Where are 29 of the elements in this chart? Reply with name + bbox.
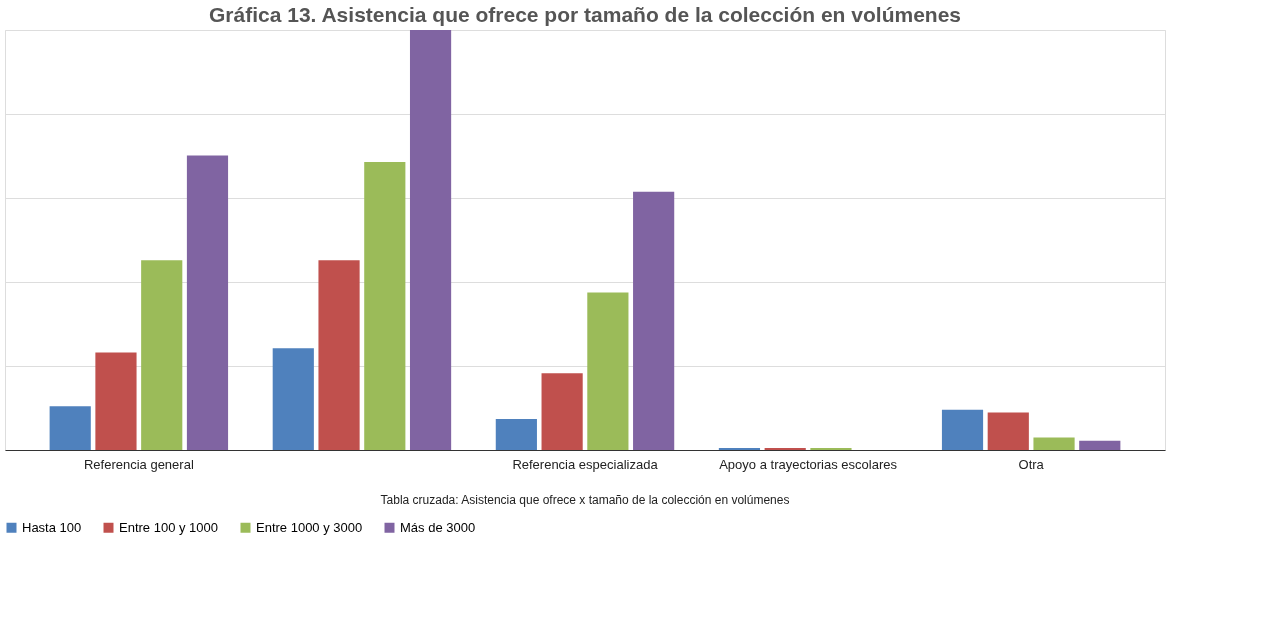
legend-label: Más de 3000 [400,519,476,535]
bar [541,373,583,450]
x-tick-label: Otra [1018,456,1045,472]
bar [633,191,675,450]
x-tick-label: Apoyo a trayectorias escolares [719,456,898,472]
legend-label: Entre 100 y 1000 [119,519,219,535]
legend-label: Hasta 100 [22,519,82,535]
bar [272,348,314,450]
bar [318,260,360,450]
legend-label: Entre 1000 y 3000 [256,519,363,535]
bar [495,418,537,450]
bar [95,352,137,450]
bar [764,447,806,450]
x-tick-label: Referencia general [83,456,194,472]
bar [987,412,1029,450]
bar [409,30,452,450]
bar [1079,440,1121,450]
bar [1033,437,1075,450]
chart-title: Gráfica 13. Asistencia que ofrece por tamaño de la colección en volúmenes [209,3,961,26]
bar [49,406,91,450]
bar [587,292,629,450]
bar [810,447,852,450]
bar [364,161,406,450]
bar [186,155,229,450]
bar [941,409,984,450]
bar [718,447,761,450]
text: Tabla cruzada: Asistencia que ofrece x tamaño de la colección en volúmenes [380,493,790,507]
bar [141,260,183,450]
x-tick-label: Referencia especializada [512,456,659,472]
